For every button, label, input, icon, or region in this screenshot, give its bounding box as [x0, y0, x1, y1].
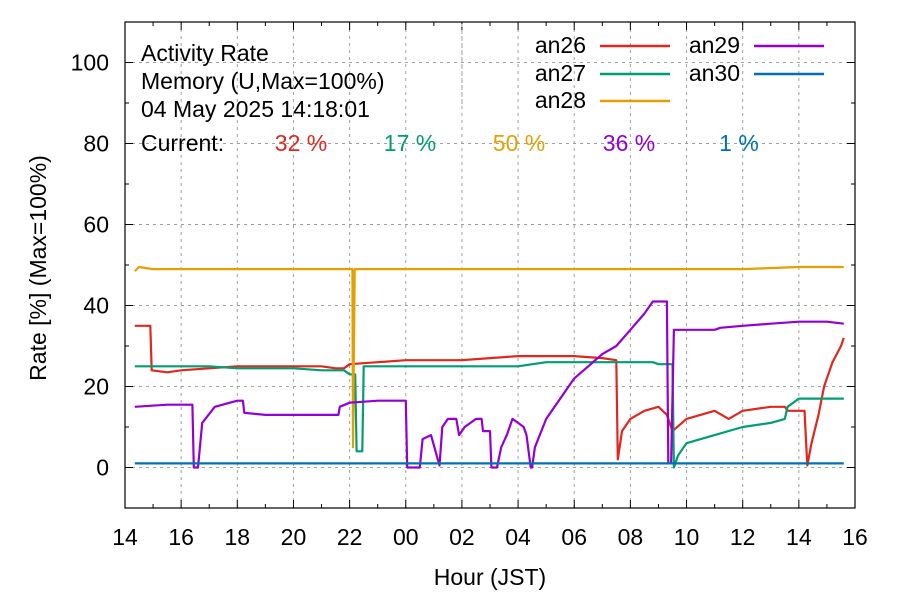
x-tick-label: 02	[449, 524, 475, 550]
series-line-an28	[134, 265, 844, 449]
tick-labels: 14 16 18 20 22 00 02 04 06 08 10 12 14 16 0 20 40 60 80 100	[71, 50, 868, 551]
current-value-an29: 36 %	[603, 130, 655, 156]
x-tick-label: 00	[393, 524, 419, 550]
x-tick-label: 06	[561, 524, 587, 550]
series-line-an27	[134, 361, 844, 469]
y-tick-label: 60	[83, 212, 109, 238]
x-tick-label: 08	[618, 524, 644, 550]
y-tick-label: 0	[96, 455, 109, 481]
chart-title-line-3: 04 May 2025 14:18:01	[141, 96, 370, 122]
x-tick-label: 16	[842, 524, 868, 550]
x-tick-label: 14	[112, 524, 138, 550]
series-line-an29	[134, 300, 844, 469]
current-value-an26: 32 %	[275, 130, 327, 156]
chart-title-line-2: Memory (U,Max=100%)	[141, 68, 384, 94]
x-tick-label: 14	[786, 524, 812, 550]
x-tick-label: 04	[505, 524, 531, 550]
x-axis-label: Hour (JST)	[434, 564, 546, 590]
series-line-an26	[134, 324, 845, 467]
legend-label-an26: an26	[535, 32, 586, 58]
legend-label-an28: an28	[535, 87, 586, 113]
chart-title-line-1: Activity Rate	[141, 40, 269, 66]
legend-label-an30: an30	[689, 60, 740, 86]
x-tick-label: 12	[730, 524, 756, 550]
x-tick-label: 10	[674, 524, 700, 550]
y-tick-label: 80	[83, 131, 109, 157]
current-value-an30: 1 %	[719, 130, 759, 156]
current-values: 32 % 17 % 50 % 36 % 1 %	[275, 130, 759, 156]
x-tick-label: 18	[225, 524, 251, 550]
y-tick-label: 100	[71, 50, 109, 76]
grid-lines	[125, 22, 855, 508]
x-tick-label: 22	[337, 524, 363, 550]
y-axis-label: Rate [%] (Max=100%)	[25, 155, 51, 381]
current-label: Current:	[141, 130, 224, 156]
plot-frame	[124, 21, 856, 509]
current-value-an28: 50 %	[493, 130, 545, 156]
y-tick-label: 20	[83, 374, 109, 400]
current-value-an27: 17 %	[384, 130, 436, 156]
y-tick-label: 40	[83, 293, 109, 319]
legend-label-an29: an29	[689, 32, 740, 58]
legend-label-an27: an27	[535, 60, 586, 86]
x-tick-label: 16	[168, 524, 194, 550]
series-lines	[134, 265, 845, 469]
x-tick-label: 20	[281, 524, 307, 550]
